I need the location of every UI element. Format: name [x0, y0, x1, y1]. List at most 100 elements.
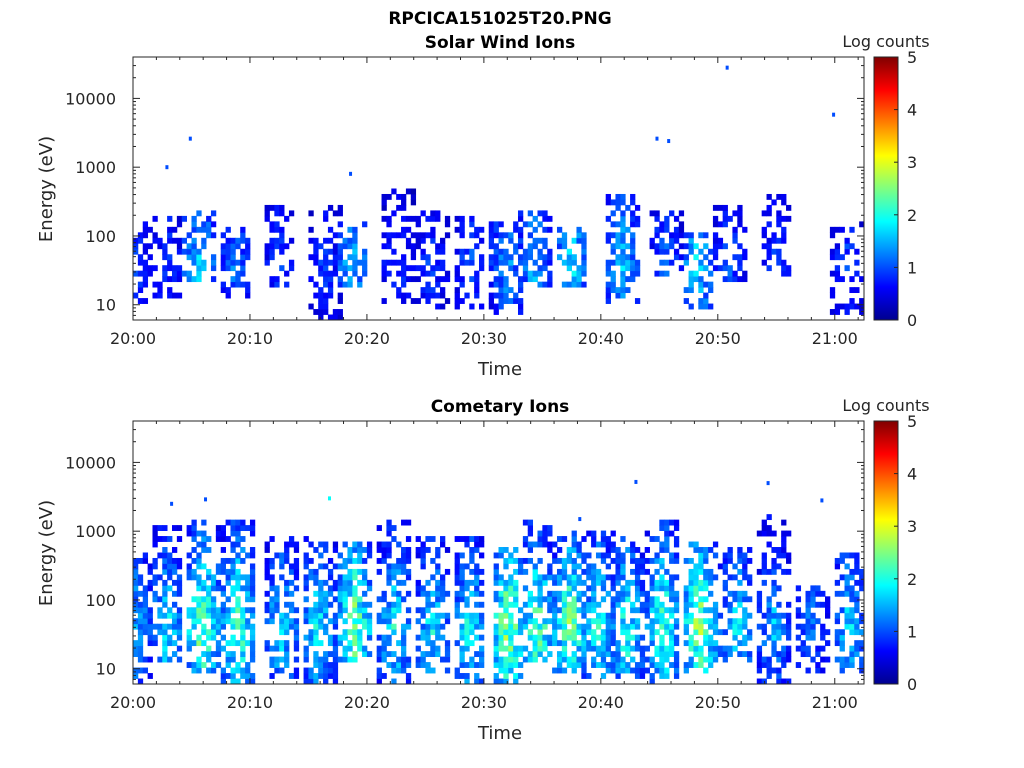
spectrogram-cell [440, 287, 446, 294]
spectrogram-cell [376, 612, 382, 619]
spectrogram-cell [186, 568, 192, 575]
spectrogram-cell [201, 547, 207, 553]
spectrogram-cell [610, 618, 616, 625]
spectrogram-cell [654, 645, 660, 652]
spectrogram-cell [240, 232, 246, 239]
spectrogram-cell [537, 645, 543, 652]
spectrogram-cell [517, 298, 524, 304]
spectrogram-cell [308, 254, 314, 261]
spectrogram-cell [264, 645, 270, 652]
spectrogram-cell [542, 574, 548, 581]
spectrogram-cell [776, 193, 782, 200]
spectrogram-cell [600, 612, 607, 619]
spectrogram-cell [230, 656, 236, 663]
spectrogram-cell [337, 265, 343, 272]
spectrogram-cell [620, 552, 626, 559]
x-tick-label: 21:00 [812, 329, 858, 348]
spectrogram-cell [162, 568, 168, 575]
spectrogram-cell [435, 215, 441, 222]
spectrogram-cell [781, 552, 787, 559]
spectrogram-cell [401, 634, 407, 641]
spectrogram-cell [493, 265, 499, 272]
spectrogram-cell [230, 651, 236, 658]
spectrogram-cell [440, 303, 446, 310]
spectrogram-cell [561, 629, 568, 636]
spectrogram-cell [386, 215, 392, 222]
spectrogram-cell [498, 232, 504, 239]
spectrogram-cell [245, 590, 251, 597]
spectrogram-cell [839, 607, 845, 614]
spectrogram-cell [386, 579, 392, 586]
spectrogram-cell [313, 243, 319, 250]
spectrogram-cell [186, 248, 192, 255]
spectrogram-cell [171, 640, 178, 647]
spectrogram-cell [781, 662, 787, 668]
spectrogram-cell [391, 678, 397, 685]
spectrogram-cell [781, 199, 787, 206]
spectrogram-cell [708, 618, 714, 625]
spectrogram-cell [137, 601, 144, 608]
spectrogram-cell [191, 557, 197, 564]
spectrogram-cell [498, 662, 504, 668]
spectrogram-cell [235, 243, 241, 250]
colorbar-tick-label: 5 [907, 412, 917, 431]
spectrogram-cell [362, 547, 368, 553]
spectrogram-cell [210, 259, 217, 266]
spectrogram-cell [386, 547, 392, 553]
spectrogram-cell [722, 645, 728, 652]
spectrogram-cell [191, 530, 197, 537]
spectrogram-cell [210, 667, 217, 674]
spectrogram-cell [454, 579, 460, 586]
spectrogram-cell [405, 276, 412, 283]
spectrogram-cell [454, 287, 460, 294]
spectrogram-cell [201, 640, 207, 647]
spectrogram-cell [191, 596, 197, 603]
spectrogram-cell [610, 210, 616, 217]
spectrogram-cell [859, 276, 865, 283]
spectrogram-cell [459, 281, 465, 288]
spectrogram-cell [761, 640, 767, 647]
spectrogram-cell [498, 281, 504, 288]
spectrogram-cell [352, 629, 358, 636]
spectrogram-cell [688, 557, 694, 564]
spectrogram-cell [566, 590, 572, 597]
spectrogram-cell [225, 662, 231, 668]
spectrogram-cell [610, 656, 616, 663]
spectrogram-cell [337, 563, 343, 570]
spectrogram-cell [571, 623, 577, 630]
spectrogram-cell [513, 673, 519, 679]
spectrogram-cell [313, 651, 319, 658]
spectrogram-cell [493, 243, 499, 250]
spectrogram-cell [712, 623, 719, 630]
spectrogram-cell [669, 552, 675, 559]
spectrogram-cell [137, 298, 144, 304]
spectrogram-cell [415, 232, 421, 239]
spectrogram-cell [274, 281, 280, 288]
spectrogram-cell [171, 237, 178, 244]
spectrogram-cell [313, 259, 319, 266]
spectrogram-cell [625, 276, 631, 283]
spectrogram-cell [249, 656, 256, 663]
spectrogram-cell [225, 243, 231, 250]
spectrogram-cell [235, 623, 241, 630]
spectrogram-cell [137, 287, 144, 294]
spectrogram-cell [561, 612, 568, 619]
spectrogram-cell [766, 514, 772, 521]
spectrogram-cell [693, 547, 699, 553]
spectrogram-cell [323, 590, 329, 597]
spectrogram-cell [362, 574, 368, 581]
spectrogram-cell [605, 623, 611, 630]
spectrogram-cell [639, 673, 646, 679]
spectrogram-cell [522, 568, 529, 575]
spectrogram-cell [693, 563, 699, 570]
spectrogram-cell [303, 536, 309, 542]
spectrogram-cell [620, 270, 626, 277]
spectrogram-cell [795, 596, 802, 603]
spectrogram-cell [357, 552, 363, 559]
spectrogram-cell [430, 640, 436, 647]
spectrogram-cell [401, 193, 407, 200]
spectrogram-cell [347, 552, 353, 559]
spectrogram-cell [571, 640, 577, 647]
spectrogram-cell [766, 601, 772, 608]
